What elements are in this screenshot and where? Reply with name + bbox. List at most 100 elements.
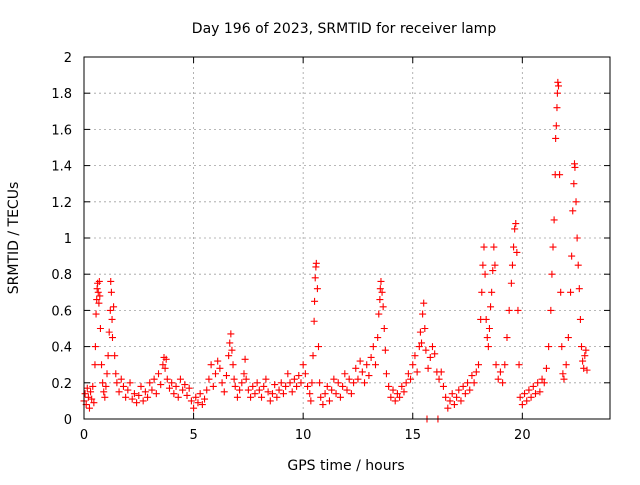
data-point — [426, 353, 434, 361]
data-point — [258, 393, 266, 401]
data-point — [354, 375, 362, 383]
data-point — [553, 89, 561, 97]
data-point — [345, 375, 353, 383]
data-point — [251, 390, 259, 398]
data-point — [574, 261, 582, 269]
data-point — [126, 379, 134, 387]
data-point — [580, 364, 588, 372]
data-point — [464, 379, 472, 387]
data-point — [562, 361, 570, 369]
data-point — [107, 277, 115, 285]
data-point — [242, 375, 250, 383]
data-point — [117, 375, 125, 383]
data-point — [144, 393, 152, 401]
data-point — [102, 382, 110, 390]
y-tick-label: 2 — [64, 51, 72, 66]
data-point — [104, 352, 112, 360]
data-point — [321, 390, 329, 398]
data-point — [198, 401, 206, 409]
data-point — [216, 364, 224, 372]
data-point — [107, 288, 115, 296]
data-point — [549, 243, 557, 251]
data-point — [382, 370, 390, 378]
data-point — [279, 390, 287, 398]
data-point — [552, 122, 560, 130]
data-point — [152, 390, 160, 398]
y-tick-label: 1.2 — [51, 196, 72, 211]
data-point — [501, 361, 509, 369]
data-point — [516, 393, 524, 401]
x-tick-label: 5 — [189, 428, 197, 443]
data-point — [325, 397, 333, 405]
data-point — [503, 334, 511, 342]
data-point — [400, 388, 408, 396]
data-point — [398, 382, 406, 390]
data-point — [310, 317, 318, 325]
data-point — [579, 357, 587, 365]
data-point — [181, 381, 189, 389]
data-point — [468, 372, 476, 380]
y-axis-label: SRMTID / TECUs — [6, 182, 22, 295]
data-point — [315, 343, 323, 351]
data-point — [312, 259, 320, 267]
data-point — [170, 390, 178, 398]
data-point — [363, 361, 371, 369]
data-point — [85, 404, 93, 412]
data-point — [137, 382, 145, 390]
data-point — [124, 386, 132, 394]
data-point — [341, 370, 349, 378]
data-point — [415, 343, 423, 351]
data-point — [209, 382, 217, 390]
data-point — [559, 370, 567, 378]
data-point — [448, 390, 456, 398]
data-point — [139, 397, 147, 405]
data-point — [99, 379, 107, 387]
data-point — [295, 372, 303, 380]
data-point — [444, 404, 452, 412]
data-point — [290, 375, 298, 383]
data-point — [260, 382, 268, 390]
data-point — [262, 375, 270, 383]
data-point — [313, 285, 321, 293]
data-point — [538, 375, 546, 383]
data-point — [236, 386, 244, 394]
data-point — [508, 261, 516, 269]
data-point — [299, 361, 307, 369]
data-point — [527, 393, 535, 401]
data-point — [479, 261, 487, 269]
data-point — [352, 364, 360, 372]
data-point — [483, 334, 491, 342]
data-point — [268, 390, 276, 398]
data-point — [371, 361, 379, 369]
data-point — [494, 375, 502, 383]
y-tick-label: 1.8 — [51, 87, 72, 102]
data-point — [350, 379, 358, 387]
data-point — [157, 381, 165, 389]
data-point — [487, 303, 495, 311]
y-tick-label: 0.4 — [51, 341, 72, 356]
data-point — [196, 390, 204, 398]
data-point — [431, 350, 439, 358]
data-point — [183, 391, 191, 399]
data-point — [190, 404, 198, 412]
data-point — [103, 370, 111, 378]
data-point — [568, 252, 576, 260]
data-point — [564, 334, 572, 342]
data-point — [130, 390, 138, 398]
data-point — [554, 82, 562, 90]
data-point — [480, 243, 488, 251]
data-point — [534, 379, 542, 387]
data-point — [330, 375, 338, 383]
data-point — [507, 279, 515, 287]
y-tick-label: 0 — [64, 413, 72, 428]
data-point — [205, 375, 213, 383]
data-point — [475, 361, 482, 369]
data-point — [110, 303, 118, 311]
data-point — [91, 361, 99, 369]
data-point — [457, 397, 465, 405]
data-point — [225, 352, 233, 360]
data-point — [380, 325, 388, 332]
data-point — [576, 315, 584, 323]
data-point — [505, 306, 513, 314]
